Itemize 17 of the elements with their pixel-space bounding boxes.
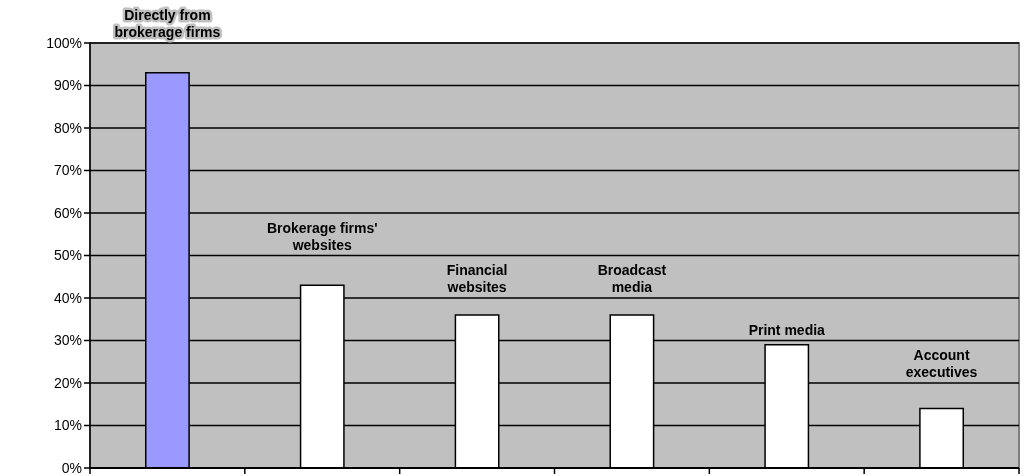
x-tick-label: Broadcast media: [597, 262, 667, 295]
y-tick-label: 40%: [53, 289, 82, 306]
y-tick-label: 10%: [53, 417, 82, 434]
x-tick-label: Financial websites: [446, 262, 508, 295]
y-tick-label: 80%: [53, 119, 82, 136]
y-tick-label: 30%: [53, 332, 82, 349]
x-tick-label: Print media: [748, 321, 826, 338]
y-tick-label: 100%: [46, 34, 82, 51]
x-tick-label: Account executives: [905, 347, 978, 380]
x-tick-label: Brokerage firms' websites: [266, 219, 378, 253]
y-tick-label: 70%: [53, 162, 82, 179]
x-tick-label: Directly from brokerage firms: [114, 7, 221, 40]
y-tick-label: 50%: [53, 247, 82, 264]
y-tick-label: 20%: [53, 374, 82, 391]
y-tick-label: 90%: [53, 77, 82, 94]
y-tick-label: 60%: [53, 204, 82, 221]
y-tick-label: 0%: [61, 459, 82, 476]
